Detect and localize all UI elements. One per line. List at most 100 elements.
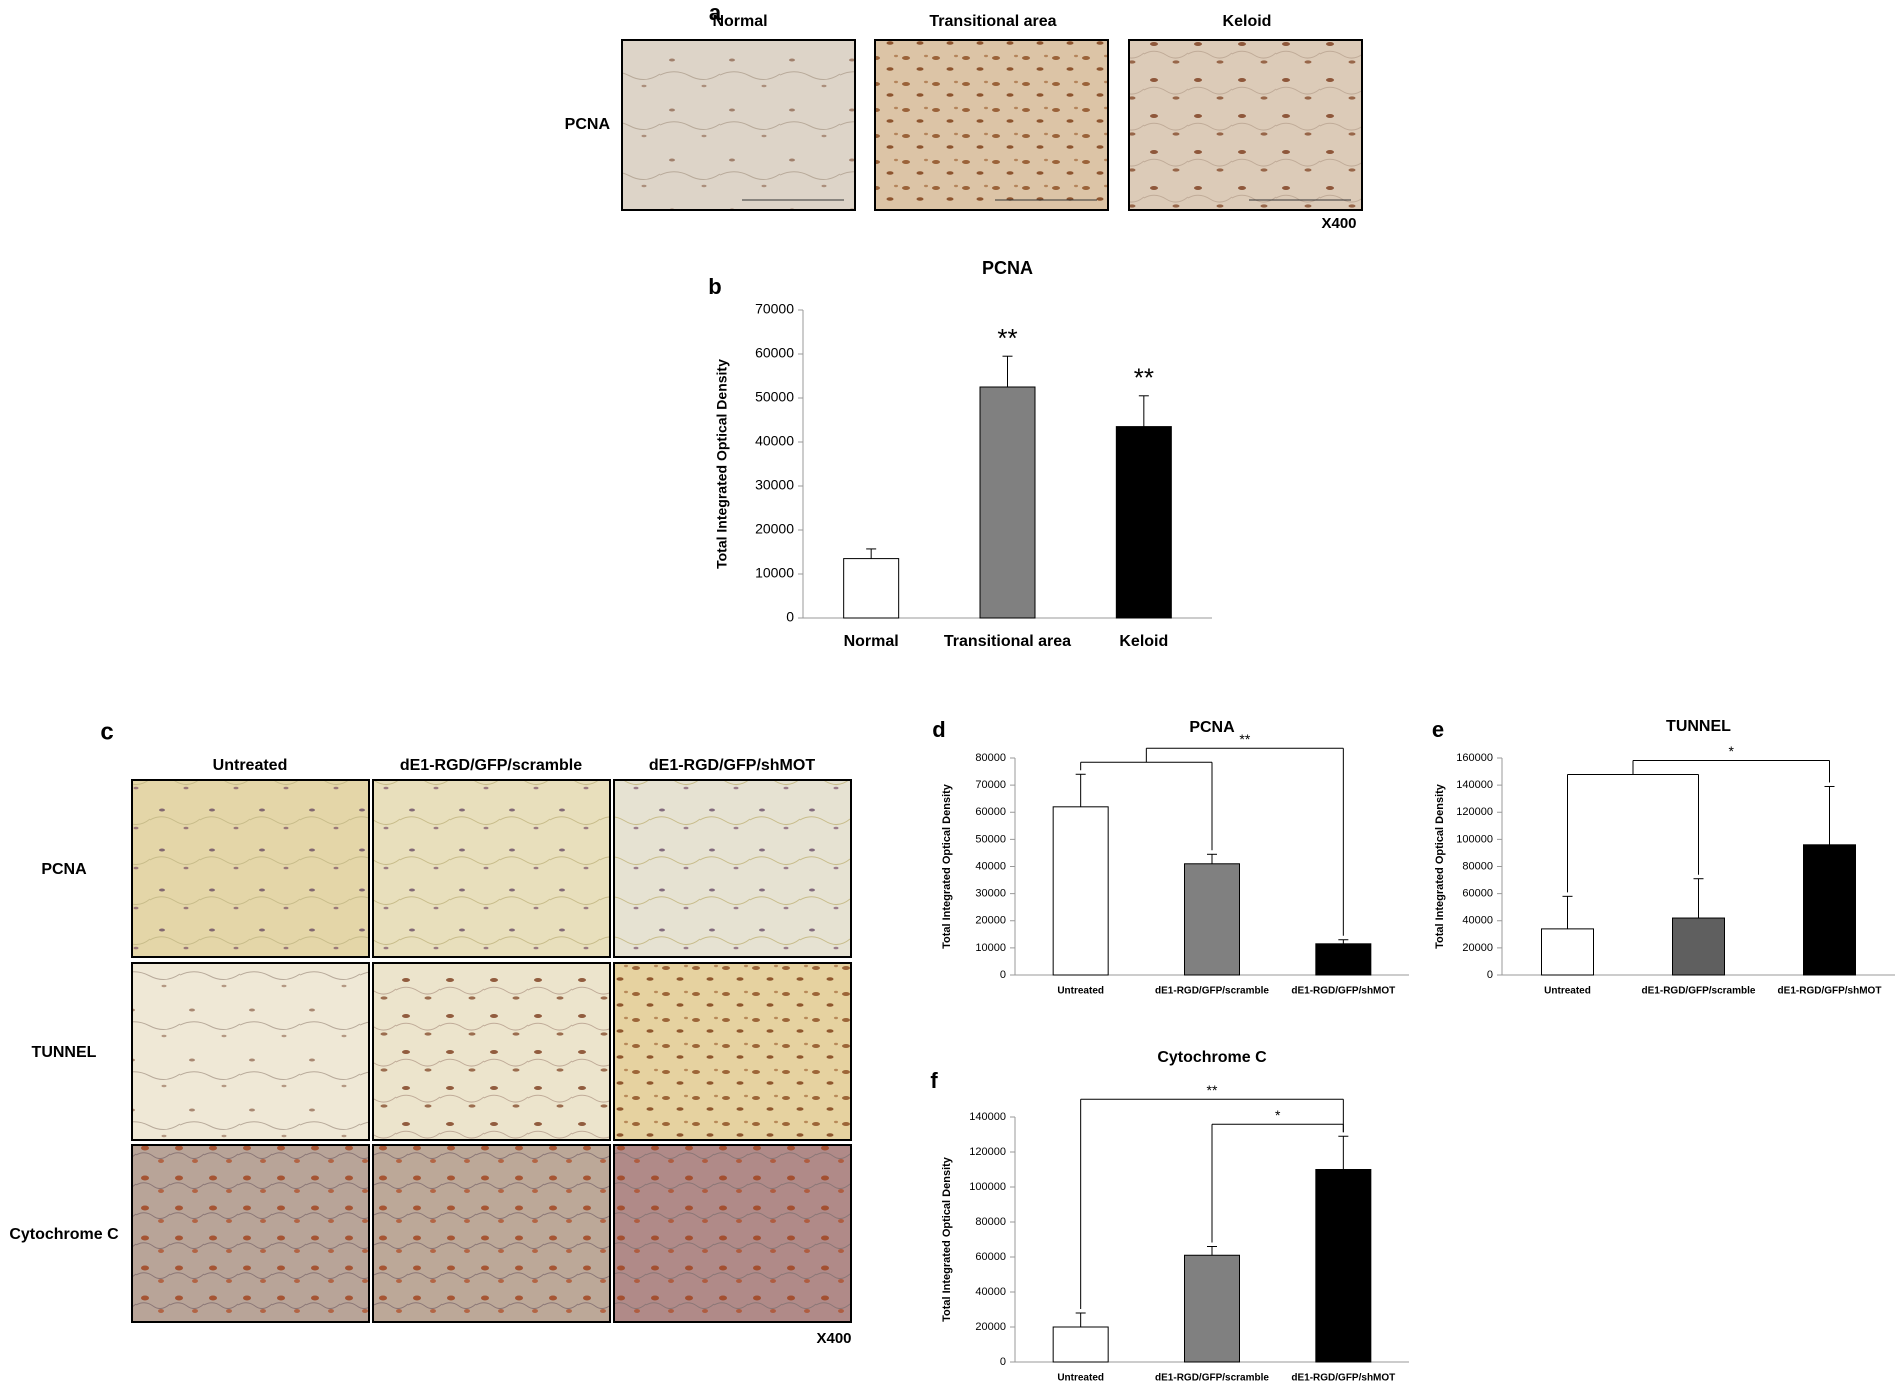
y-axis-label: Total Integrated Optical Density: [1434, 783, 1446, 949]
x-tick-label: Keloid: [1119, 633, 1168, 650]
y-tick-label: 30000: [975, 888, 1006, 900]
y-axis-label: Total Integrated Optical Density: [714, 359, 730, 569]
x-tick-label: Normal: [844, 633, 899, 650]
bar: [1115, 426, 1172, 619]
y-tick-label: 70000: [755, 301, 794, 317]
micrograph-texture: [614, 963, 851, 1140]
significance-mark: *: [1729, 743, 1735, 759]
panel-label: f: [930, 1068, 938, 1093]
magnification: X400: [816, 1330, 851, 1347]
y-tick-label: 140000: [1456, 779, 1493, 791]
column-header: Untreated: [213, 757, 288, 774]
column-header: Transitional area: [929, 13, 1056, 30]
y-tick-label: 20000: [975, 1321, 1006, 1333]
bar: [1315, 1169, 1372, 1363]
significance-mark: **: [1134, 363, 1154, 393]
significance-mark: **: [997, 323, 1017, 353]
y-tick-label: 20000: [755, 521, 794, 537]
panel-label: d: [932, 717, 945, 742]
micrograph-texture: [875, 40, 1108, 210]
y-tick-label: 0: [1487, 969, 1493, 981]
bar: [1803, 844, 1856, 976]
micrograph-texture: [132, 1145, 369, 1322]
y-tick-label: 80000: [1462, 860, 1493, 872]
micrograph-border: [372, 779, 611, 958]
micrograph-texture: [622, 40, 855, 210]
y-axis-label: Total Integrated Optical Density: [941, 1156, 953, 1322]
y-tick-label: 0: [786, 609, 794, 625]
significance-mark: **: [1239, 731, 1250, 747]
y-tick-label: 80000: [975, 1216, 1006, 1228]
significance-mark: **: [1207, 1082, 1218, 1098]
micrograph-texture: [373, 780, 610, 957]
x-tick-label: Transitional area: [944, 633, 1071, 650]
y-tick-label: 0: [1000, 1356, 1006, 1368]
micrograph-border: [613, 1144, 852, 1323]
x-tick-label: dE1-RGD/GFP/shMOT: [1291, 986, 1395, 997]
y-tick-label: 40000: [1462, 915, 1493, 927]
row-label: TUNNEL: [32, 1044, 97, 1061]
bar: [1184, 863, 1240, 976]
micrograph-border: [874, 39, 1109, 211]
chart-title: Cytochrome C: [1157, 1049, 1267, 1066]
row-label: PCNA: [565, 116, 611, 133]
panel-label: c: [100, 718, 113, 745]
x-tick-label: dE1-RGD/GFP/shMOT: [1778, 986, 1882, 997]
y-tick-label: 20000: [1462, 942, 1493, 954]
significance-mark: *: [1275, 1107, 1281, 1123]
magnification: X400: [1321, 215, 1356, 232]
y-tick-label: 60000: [975, 806, 1006, 818]
x-tick-label: dE1-RGD/GFP/scramble: [1642, 986, 1756, 997]
y-tick-label: 80000: [975, 752, 1006, 764]
column-header: Normal: [712, 13, 767, 30]
micrograph-border: [372, 962, 611, 1141]
bar: [1541, 928, 1594, 976]
bar: [1315, 943, 1372, 976]
x-tick-label: dE1-RGD/GFP/scramble: [1155, 986, 1269, 997]
column-header: dE1-RGD/GFP/shMOT: [649, 757, 815, 774]
micrograph-texture: [373, 963, 610, 1140]
micrograph-texture: [373, 1145, 610, 1322]
micrograph-border: [131, 1144, 370, 1323]
micrograph-texture: [1129, 40, 1362, 210]
bar: [1052, 806, 1109, 976]
column-header: dE1-RGD/GFP/scramble: [400, 757, 582, 774]
bar: [1052, 1326, 1109, 1363]
y-tick-label: 40000: [975, 860, 1006, 872]
x-tick-label: dE1-RGD/GFP/shMOT: [1291, 1373, 1395, 1384]
y-tick-label: 140000: [969, 1111, 1006, 1123]
micrograph-texture: [614, 780, 851, 957]
y-tick-label: 160000: [1456, 752, 1493, 764]
y-tick-label: 60000: [975, 1251, 1006, 1263]
micrograph-border: [613, 962, 852, 1141]
bar: [843, 558, 900, 619]
x-tick-label: Untreated: [1057, 986, 1104, 997]
y-tick-label: 50000: [975, 833, 1006, 845]
y-tick-label: 40000: [755, 433, 794, 449]
micrograph-border: [131, 962, 370, 1141]
chart-title: TUNNEL: [1666, 718, 1731, 735]
micrograph-texture: [614, 1145, 851, 1322]
micrograph-border: [131, 779, 370, 958]
micrograph-border: [372, 1144, 611, 1323]
y-tick-label: 70000: [975, 779, 1006, 791]
y-tick-label: 20000: [975, 915, 1006, 927]
y-axis-label: Total Integrated Optical Density: [941, 783, 953, 949]
panel-label: e: [1432, 717, 1444, 742]
row-label: PCNA: [41, 861, 87, 878]
micrograph-texture: [132, 780, 369, 957]
y-tick-label: 60000: [755, 345, 794, 361]
micrograph-border: [621, 39, 856, 211]
y-tick-label: 30000: [755, 477, 794, 493]
y-tick-label: 10000: [755, 565, 794, 581]
column-header: Keloid: [1223, 13, 1272, 30]
x-tick-label: Untreated: [1057, 1373, 1104, 1384]
y-tick-label: 120000: [969, 1146, 1006, 1158]
x-tick-label: Untreated: [1544, 986, 1591, 997]
y-tick-label: 50000: [755, 389, 794, 405]
y-tick-label: 120000: [1456, 806, 1493, 818]
y-tick-label: 100000: [1456, 833, 1493, 845]
panel-label: a: [709, 0, 722, 25]
chart-title: PCNA: [1189, 719, 1235, 736]
